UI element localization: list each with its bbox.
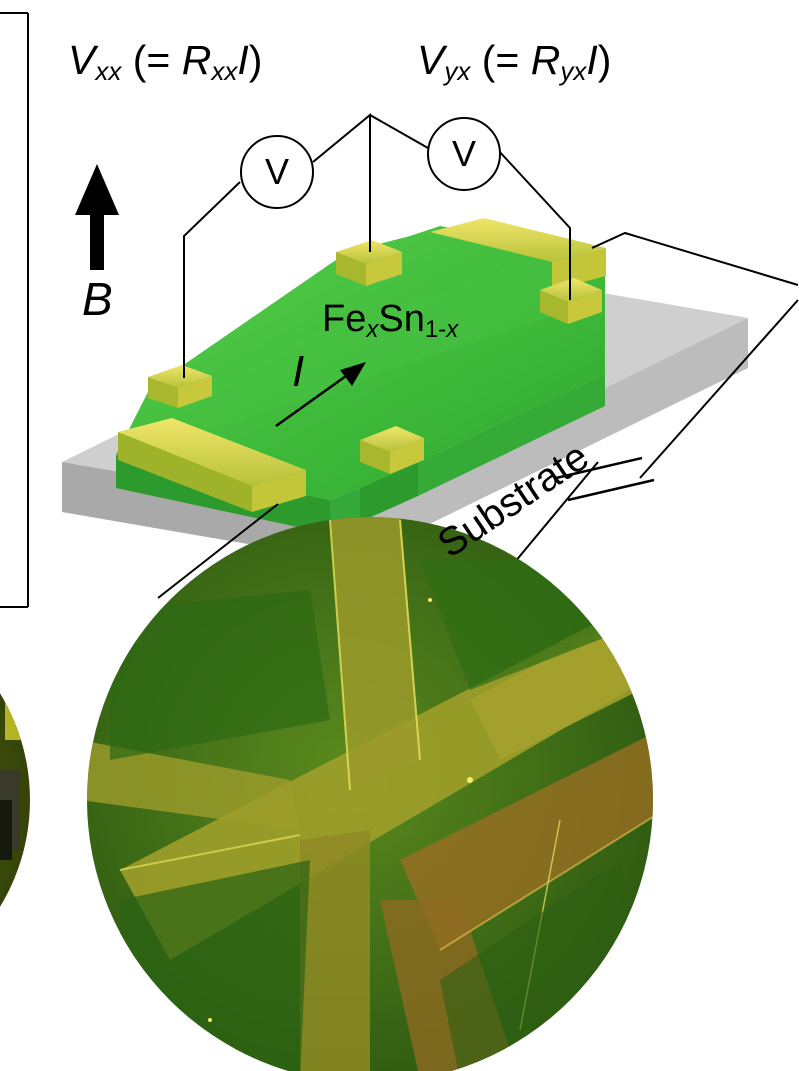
pad-small-bottom (360, 426, 424, 474)
current-arrow-icon (275, 362, 366, 428)
vxx-label: Vxx (= RxxI) (68, 37, 263, 86)
pad-small-left (148, 365, 212, 408)
material-label: FexSn1-x (322, 298, 459, 343)
b-field-label: B (82, 273, 113, 325)
voltmeter-circle-1 (240, 135, 314, 209)
device-micrograph (87, 517, 653, 1071)
voltmeter-2-label: V (451, 133, 476, 174)
pad-bottom-left (118, 418, 306, 512)
left-micrograph-crop (0, 595, 30, 1005)
voltmeter-circle-2 (427, 117, 501, 191)
pad-top-right (430, 218, 606, 290)
b-field-arrow-icon (75, 164, 119, 270)
vyx-label: Vyx (= RyxI) (417, 37, 612, 86)
left-panel-frame (0, 12, 29, 608)
current-label: I (292, 347, 305, 396)
current-source-symbol (555, 456, 655, 502)
contact-pads (118, 218, 606, 512)
voltmeter-1-label: V (264, 151, 289, 192)
